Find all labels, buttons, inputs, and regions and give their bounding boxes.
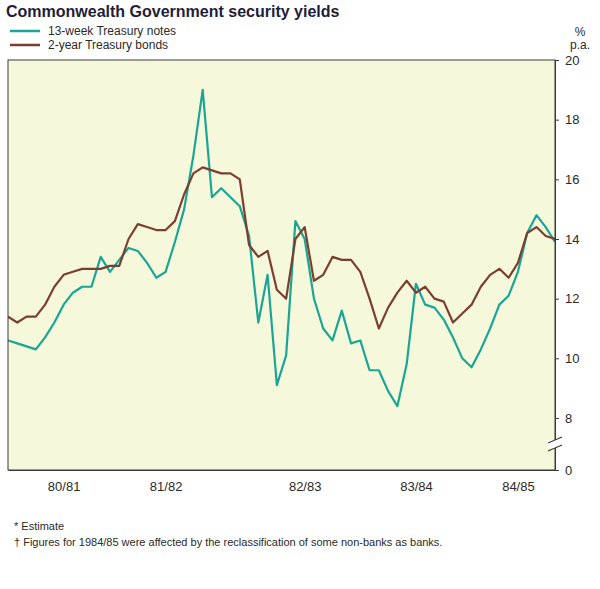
axis-break-gap xyxy=(547,440,563,448)
footnote: † Figures for 1984/85 were affected by t… xyxy=(14,536,442,548)
x-tick: 81/82 xyxy=(150,470,183,494)
y-tick-label: 12 xyxy=(565,291,579,306)
x-axis-line xyxy=(9,470,556,471)
y-tick-mark xyxy=(555,470,559,471)
footnote: * Estimate xyxy=(14,520,64,532)
axis-break xyxy=(547,437,563,451)
title: Commonwealth Government security yields xyxy=(6,3,340,20)
legend: 13-week Treasury notes2-year Treasury bo… xyxy=(10,24,176,52)
y-tick: 0 xyxy=(555,463,572,478)
y-tick-label: 18 xyxy=(565,112,579,127)
y-axis: 0 8 10 12 14 16 18 20 xyxy=(555,53,579,478)
y-tick-mark xyxy=(555,299,559,300)
x-tick: 82/83 xyxy=(289,470,322,494)
legend-swatch xyxy=(10,30,40,33)
y-tick-mark xyxy=(555,239,559,240)
series-line xyxy=(8,90,555,406)
y-tick: 18 xyxy=(555,112,579,127)
y-tick-label: 16 xyxy=(565,172,579,187)
y-tick-mark xyxy=(555,418,559,419)
legend-swatch xyxy=(10,44,40,47)
axis-break-mark xyxy=(548,437,562,443)
y-tick-label: 14 xyxy=(565,232,579,247)
y-tick: 8 xyxy=(555,411,572,426)
x-tick: 83/84 xyxy=(400,470,433,494)
x-tick-label: 81/82 xyxy=(150,479,183,494)
y-tick-mark xyxy=(555,60,559,61)
y-axis-line xyxy=(556,61,560,471)
x-tick-label: 80/81 xyxy=(48,479,81,494)
y-tick-label: 0 xyxy=(565,463,572,478)
y-tick-mark xyxy=(555,120,559,121)
axis-break-mark xyxy=(548,445,562,451)
y-tick-label: 20 xyxy=(565,53,579,68)
series-line xyxy=(8,167,555,328)
plot-background xyxy=(8,60,555,470)
legend-label: 13-week Treasury notes xyxy=(48,24,176,38)
x-axis: 80/81 81/82 82/83 83/84 84/85 xyxy=(9,470,556,494)
y-tick: 20 xyxy=(555,53,579,68)
y-tick: 12 xyxy=(555,291,579,306)
x-tick-label: 83/84 xyxy=(400,479,433,494)
x-tick: 84/85 xyxy=(502,470,535,494)
y-tick: 10 xyxy=(555,351,579,366)
y-tick: 14 xyxy=(555,232,579,247)
y-tick: 16 xyxy=(555,172,579,187)
x-tick-label: 82/83 xyxy=(289,479,322,494)
legend-label: 2-year Treasury bonds xyxy=(48,38,168,52)
x-tick: 80/81 xyxy=(48,470,81,494)
y-axis-title: %p.a. xyxy=(570,25,590,52)
y-tick-label: 10 xyxy=(565,351,579,366)
y-tick-label: 8 xyxy=(565,411,572,426)
x-tick-label: 84/85 xyxy=(502,479,535,494)
series-group xyxy=(8,90,555,406)
chart: 0 8 10 12 14 16 18 20 80/81 81/82 82/83 83/84 84/85 C… xyxy=(0,0,600,589)
y-tick-mark xyxy=(555,179,559,180)
y-tick-mark xyxy=(555,358,559,359)
plot-frame xyxy=(8,60,555,470)
